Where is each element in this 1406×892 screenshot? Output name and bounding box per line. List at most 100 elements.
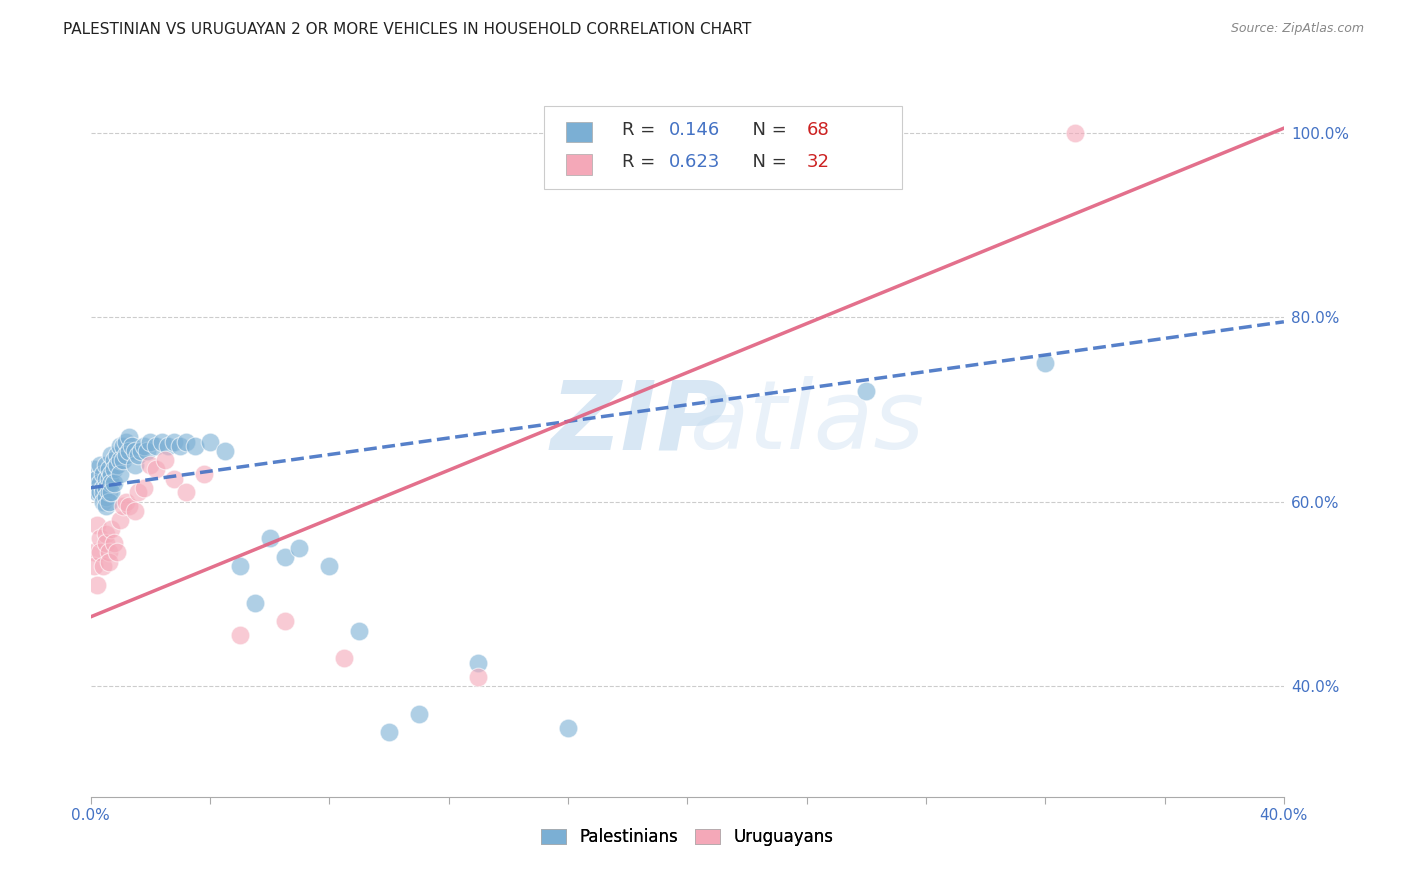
Point bbox=[100, 467, 122, 481]
Point bbox=[100, 485, 122, 500]
Point bbox=[107, 458, 129, 472]
Point bbox=[97, 485, 120, 500]
Point bbox=[139, 434, 162, 449]
Point bbox=[134, 481, 156, 495]
Point bbox=[118, 430, 141, 444]
Point bbox=[288, 541, 311, 555]
Point bbox=[89, 476, 111, 491]
Point bbox=[163, 434, 186, 449]
Point bbox=[408, 706, 430, 721]
Point bbox=[467, 670, 489, 684]
Point bbox=[91, 494, 114, 508]
Text: atlas: atlas bbox=[689, 376, 924, 469]
Point bbox=[855, 384, 877, 398]
Point bbox=[150, 434, 173, 449]
Point bbox=[103, 536, 125, 550]
Point bbox=[83, 481, 105, 495]
Point bbox=[89, 545, 111, 559]
Point bbox=[229, 628, 252, 642]
Point bbox=[110, 467, 132, 481]
Point bbox=[103, 476, 125, 491]
Point bbox=[112, 500, 135, 514]
Point bbox=[193, 467, 215, 481]
Point bbox=[131, 443, 153, 458]
Point bbox=[1033, 356, 1056, 370]
Point bbox=[112, 439, 135, 453]
Point bbox=[174, 434, 197, 449]
FancyBboxPatch shape bbox=[565, 154, 592, 175]
Point bbox=[557, 721, 579, 735]
Text: 0.623: 0.623 bbox=[669, 153, 721, 170]
Point bbox=[110, 453, 132, 467]
Point bbox=[94, 471, 117, 485]
Point bbox=[121, 439, 143, 453]
Point bbox=[145, 462, 167, 476]
Point bbox=[100, 449, 122, 463]
Point bbox=[89, 485, 111, 500]
Point bbox=[174, 485, 197, 500]
Point bbox=[127, 449, 149, 463]
Point bbox=[91, 467, 114, 481]
Point bbox=[94, 527, 117, 541]
Point bbox=[124, 504, 146, 518]
Point bbox=[86, 577, 108, 591]
Point bbox=[134, 439, 156, 453]
Text: R =: R = bbox=[621, 121, 661, 139]
Point bbox=[214, 443, 236, 458]
Point bbox=[229, 559, 252, 574]
Point bbox=[97, 545, 120, 559]
Point bbox=[94, 458, 117, 472]
Point bbox=[378, 725, 401, 739]
Point bbox=[243, 596, 266, 610]
Point bbox=[89, 458, 111, 472]
Point bbox=[184, 439, 207, 453]
Point bbox=[318, 559, 340, 574]
Point bbox=[157, 439, 180, 453]
Point bbox=[110, 439, 132, 453]
Point bbox=[97, 462, 120, 476]
FancyBboxPatch shape bbox=[565, 121, 592, 142]
Point bbox=[163, 471, 186, 485]
Point bbox=[86, 471, 108, 485]
Point bbox=[273, 549, 295, 564]
Point bbox=[103, 453, 125, 467]
Text: N =: N = bbox=[741, 153, 793, 170]
Text: 68: 68 bbox=[807, 121, 830, 139]
Point bbox=[115, 449, 138, 463]
Point bbox=[94, 490, 117, 504]
Point bbox=[136, 443, 159, 458]
Point bbox=[115, 434, 138, 449]
Text: N =: N = bbox=[741, 121, 793, 139]
Point bbox=[83, 462, 105, 476]
Point bbox=[97, 471, 120, 485]
Point bbox=[107, 545, 129, 559]
Point bbox=[124, 458, 146, 472]
Point bbox=[100, 476, 122, 491]
Point bbox=[83, 545, 105, 559]
Point bbox=[86, 485, 108, 500]
Text: Source: ZipAtlas.com: Source: ZipAtlas.com bbox=[1230, 22, 1364, 36]
Point bbox=[127, 485, 149, 500]
Point bbox=[1064, 126, 1087, 140]
Point bbox=[97, 555, 120, 569]
Point bbox=[347, 624, 370, 638]
Point bbox=[139, 458, 162, 472]
Point bbox=[107, 449, 129, 463]
Point bbox=[100, 522, 122, 536]
Point bbox=[115, 494, 138, 508]
Point bbox=[103, 462, 125, 476]
Point bbox=[153, 453, 176, 467]
Legend: Palestinians, Uruguayans: Palestinians, Uruguayans bbox=[534, 822, 839, 853]
Point bbox=[259, 532, 281, 546]
FancyBboxPatch shape bbox=[544, 106, 903, 189]
Text: PALESTINIAN VS URUGUAYAN 2 OR MORE VEHICLES IN HOUSEHOLD CORRELATION CHART: PALESTINIAN VS URUGUAYAN 2 OR MORE VEHIC… bbox=[63, 22, 752, 37]
Point bbox=[110, 513, 132, 527]
Point bbox=[333, 651, 356, 665]
Point bbox=[145, 439, 167, 453]
Point bbox=[89, 532, 111, 546]
Point bbox=[86, 517, 108, 532]
Point bbox=[83, 559, 105, 574]
Point bbox=[97, 494, 120, 508]
Text: R =: R = bbox=[621, 153, 661, 170]
Text: ZIP: ZIP bbox=[551, 376, 728, 469]
